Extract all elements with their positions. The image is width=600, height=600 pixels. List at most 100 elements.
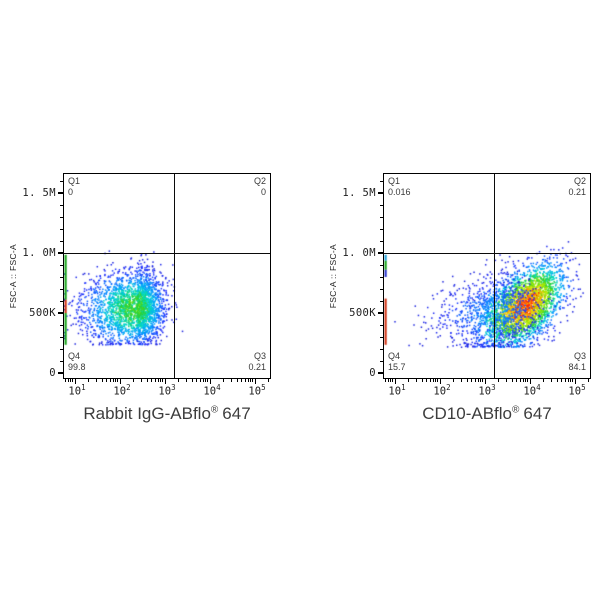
x-minor-tick — [570, 379, 572, 382]
x-minor-tick — [64, 379, 66, 382]
x-minor-tick — [588, 379, 590, 382]
scatter-canvas-left — [64, 174, 270, 378]
y-minor-tick — [60, 240, 63, 242]
x-major-tick — [439, 379, 441, 384]
y-tick-label: 500K — [349, 306, 376, 319]
y-minor-tick — [60, 216, 63, 218]
x-minor-tick — [543, 379, 545, 382]
x-minor-tick — [480, 379, 482, 382]
x-minor-tick — [230, 379, 232, 382]
x-major-tick — [119, 379, 121, 384]
x-axis-title-suffix: 647 — [523, 404, 552, 423]
x-axis-title: CD10-ABflo® 647 — [422, 404, 552, 424]
y-minor-tick — [60, 324, 63, 326]
q3-label: Q3 — [573, 351, 586, 361]
q2-value: 0 — [260, 186, 266, 197]
x-major-tick — [254, 379, 256, 384]
x-tick-label: 104 — [203, 383, 221, 398]
x-minor-tick — [115, 379, 117, 382]
x-minor-tick — [247, 379, 249, 382]
x-minor-tick — [195, 379, 197, 382]
x-minor-tick — [244, 379, 246, 382]
y-minor-tick — [60, 264, 63, 266]
x-minor-tick — [162, 379, 164, 382]
y-minor-tick — [380, 348, 383, 350]
x-major-tick — [484, 379, 486, 384]
x-minor-tick — [572, 379, 574, 382]
quadrant-vertical-line — [493, 174, 495, 378]
x-tick-label: 103 — [478, 383, 496, 398]
y-minor-tick — [380, 360, 383, 362]
y-axis-title-wrap: FSC-A :: FSC-A — [7, 174, 19, 378]
y-minor-tick — [380, 300, 383, 302]
x-minor-tick — [425, 379, 427, 382]
x-minor-tick — [191, 379, 193, 382]
registered-trademark-icon: ® — [512, 404, 520, 416]
quadrant-q1-stat: Q1 0 — [68, 176, 80, 197]
x-axis-title-suffix: 647 — [222, 404, 251, 423]
x-minor-tick — [109, 379, 111, 382]
x-minor-tick — [105, 379, 107, 382]
y-minor-tick — [380, 276, 383, 278]
q1-label: Q1 — [388, 176, 401, 186]
x-minor-tick — [390, 379, 392, 382]
x-minor-tick — [185, 379, 187, 382]
x-minor-tick — [157, 379, 159, 382]
x-minor-tick — [95, 379, 97, 382]
x-tick-label: 105 — [568, 383, 586, 398]
quadrant-q4-stat: Q4 99.8 — [68, 351, 86, 372]
y-minor-tick — [60, 300, 63, 302]
x-minor-tick — [474, 379, 476, 382]
y-tick-label: 1. 5M — [22, 186, 56, 199]
x-major-tick — [209, 379, 211, 384]
x-minor-tick — [432, 379, 434, 382]
x-minor-tick — [199, 379, 201, 382]
x-minor-tick — [250, 379, 252, 382]
x-axis-title: Rabbit IgG-ABflo® 647 — [83, 404, 250, 424]
x-minor-tick — [527, 379, 529, 382]
plot-cd10-stain: Q1 0.016 Q2 0.21 Q4 15.7 Q3 84.1 FSC-A :… — [328, 173, 591, 423]
quadrant-q2-stat: Q2 0 — [254, 176, 266, 197]
y-minor-tick — [380, 240, 383, 242]
x-minor-tick — [550, 379, 552, 382]
q1-value: 0 — [68, 186, 74, 197]
q3-label: Q3 — [253, 351, 266, 361]
x-minor-tick — [560, 379, 562, 382]
y-tick-label: 1. 0M — [22, 246, 56, 259]
y-major-tick — [58, 192, 63, 194]
y-minor-tick — [60, 348, 63, 350]
x-minor-tick — [384, 379, 386, 382]
y-major-tick — [378, 372, 383, 374]
q4-label: Q4 — [68, 351, 81, 361]
x-tick-label: 103 — [158, 383, 176, 398]
quadrant-q3-stat: Q3 0.21 — [248, 351, 266, 372]
q3-value: 84.1 — [568, 361, 586, 372]
x-minor-tick — [498, 379, 500, 382]
quadrant-q2-stat: Q2 0.21 — [568, 176, 586, 197]
x-axis-title-text: CD10-ABflo — [422, 404, 513, 423]
y-minor-tick — [60, 204, 63, 206]
x-minor-tick — [470, 379, 472, 382]
y-tick-label: 1. 5M — [342, 186, 376, 199]
q2-value: 0.21 — [568, 186, 586, 197]
y-minor-tick — [60, 288, 63, 290]
x-minor-tick — [482, 379, 484, 382]
x-minor-tick — [268, 379, 270, 382]
x-tick-label: 102 — [433, 383, 451, 398]
y-minor-tick — [380, 324, 383, 326]
q3-value: 0.21 — [248, 361, 266, 372]
x-minor-tick — [477, 379, 479, 382]
x-tick-label: 102 — [113, 383, 131, 398]
y-minor-tick — [60, 276, 63, 278]
x-minor-tick — [408, 379, 410, 382]
y-minor-tick — [60, 336, 63, 338]
y-minor-tick — [380, 204, 383, 206]
x-minor-tick — [140, 379, 142, 382]
x-tick-label: 104 — [523, 383, 541, 398]
y-minor-tick — [380, 180, 383, 182]
x-major-tick — [529, 379, 531, 384]
x-minor-tick — [88, 379, 90, 382]
x-major-tick — [164, 379, 166, 384]
quadrant-q4-stat: Q4 15.7 — [388, 351, 406, 372]
